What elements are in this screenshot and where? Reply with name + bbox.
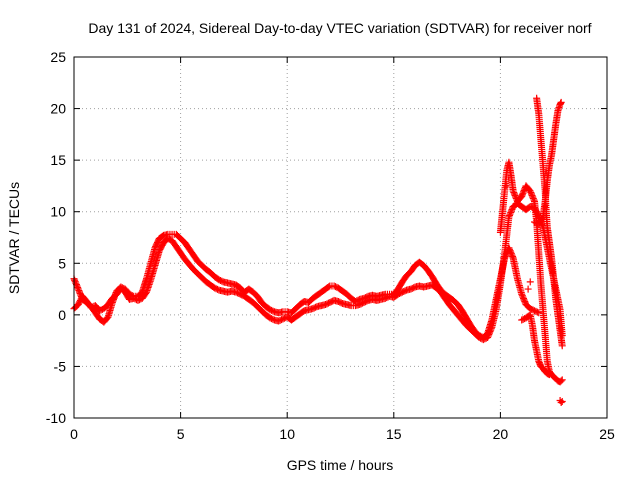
data-point <box>73 282 81 290</box>
data-point <box>520 188 528 196</box>
series-outliers <box>503 182 566 407</box>
y-tick-label: 25 <box>50 49 66 65</box>
data-point <box>71 278 79 286</box>
data-point <box>487 325 495 333</box>
grid-lines <box>74 57 607 418</box>
data-point <box>558 397 566 405</box>
data-point <box>485 329 493 337</box>
data-point <box>557 399 565 407</box>
data-point <box>519 293 527 301</box>
y-axis-title: SDTVAR / TECUs <box>6 182 22 294</box>
x-tick-label: 20 <box>493 426 509 442</box>
data-point <box>510 190 518 198</box>
data-point <box>518 290 526 298</box>
data-point <box>75 287 83 295</box>
data-point <box>505 213 513 221</box>
data-marks <box>70 94 566 407</box>
data-point <box>325 283 333 291</box>
data-point <box>75 288 83 296</box>
chart-title: Day 131 of 2024, Sidereal Day-to-day VTE… <box>88 20 591 36</box>
data-point <box>509 187 517 195</box>
data-point <box>71 276 79 284</box>
data-point <box>518 191 526 199</box>
data-point <box>518 292 526 300</box>
x-tick-label: 15 <box>386 426 402 442</box>
data-point <box>507 248 515 256</box>
data-point <box>545 371 553 379</box>
data-point <box>486 328 494 336</box>
data-point <box>508 251 516 259</box>
data-point <box>533 308 541 316</box>
data-point <box>519 189 527 197</box>
data-point <box>558 376 566 384</box>
data-point <box>72 279 80 287</box>
data-point <box>509 253 517 261</box>
data-point <box>521 298 529 306</box>
data-point <box>74 284 82 292</box>
data-point <box>529 193 537 201</box>
data-point <box>558 342 566 350</box>
data-point <box>526 187 534 195</box>
data-point <box>507 208 515 216</box>
series-track-C <box>496 158 566 386</box>
data-point <box>529 194 537 202</box>
series-track-F <box>518 311 553 379</box>
y-tick-label: 20 <box>50 101 66 117</box>
data-point <box>520 296 528 304</box>
y-tick-label: -5 <box>54 358 67 374</box>
data-point <box>518 192 526 200</box>
data-point <box>527 189 535 197</box>
data-point <box>485 331 493 339</box>
data-point <box>507 250 515 258</box>
y-tick-label: -10 <box>46 410 66 426</box>
x-tick-label: 5 <box>177 426 185 442</box>
series-track-A <box>70 230 543 342</box>
data-point <box>528 192 536 200</box>
data-point <box>510 189 518 197</box>
plot-frame <box>73 56 608 419</box>
y-tick-label: 0 <box>58 307 66 323</box>
y-tick-label: 10 <box>50 204 66 220</box>
x-axis-title: GPS time / hours <box>287 457 394 473</box>
data-point <box>524 285 532 293</box>
axis-ticks <box>73 56 608 419</box>
data-point <box>535 309 543 317</box>
data-point <box>527 190 535 198</box>
y-tick-label: 15 <box>50 152 66 168</box>
data-point <box>503 182 511 190</box>
y-tick-label: 5 <box>58 255 66 271</box>
x-tick-label: 25 <box>599 426 615 442</box>
data-point <box>511 192 519 200</box>
data-point <box>520 295 528 303</box>
data-point <box>506 211 514 219</box>
data-point <box>507 207 515 215</box>
data-point <box>74 285 82 293</box>
data-point <box>557 98 565 106</box>
y-tick-labels: -10 -5 0 5 10 15 20 25 <box>46 49 66 426</box>
series-track-B <box>70 199 566 344</box>
x-tick-labels: 0 5 10 15 20 25 <box>70 426 615 442</box>
data-point <box>508 206 516 214</box>
data-point <box>506 210 514 218</box>
data-point <box>557 377 565 385</box>
data-point <box>487 326 495 334</box>
data-point <box>530 196 538 204</box>
data-point <box>484 334 492 342</box>
series-track-E <box>531 98 565 228</box>
x-tick-label: 10 <box>279 426 295 442</box>
data-point <box>526 278 534 286</box>
data-point <box>484 332 492 340</box>
x-tick-label: 0 <box>70 426 78 442</box>
